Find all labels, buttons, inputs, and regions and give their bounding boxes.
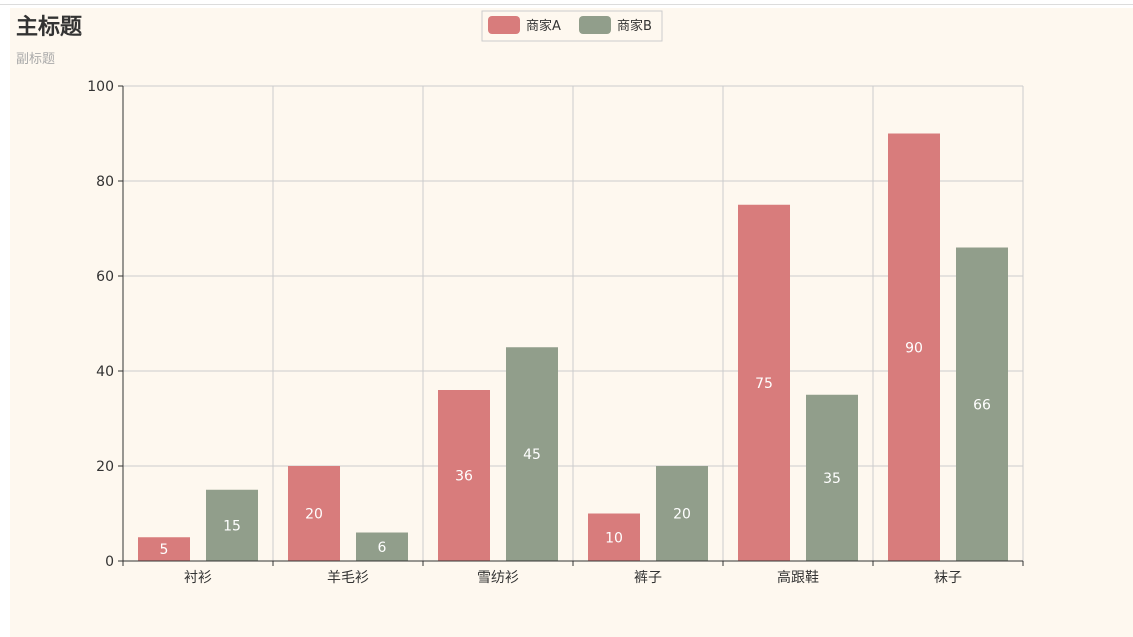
bars — [138, 133, 1008, 562]
y-tick-label: 20 — [96, 459, 114, 475]
legend-label-series-b[interactable]: 商家B — [617, 18, 652, 34]
data-label-series-a: 36 — [455, 469, 473, 485]
x-tick-label: 袜子 — [934, 570, 962, 586]
y-tick-label: 100 — [87, 79, 114, 95]
data-label-series-b: 35 — [823, 471, 841, 487]
bar-series-b[interactable] — [356, 532, 408, 562]
x-tick-label: 雪纺衫 — [477, 570, 519, 586]
data-label-series-a: 90 — [905, 340, 923, 356]
bar-series-b[interactable] — [656, 466, 708, 561]
y-tick-label: 40 — [96, 364, 114, 380]
bar-series-a[interactable] — [888, 133, 940, 562]
data-label-series-b: 45 — [523, 447, 541, 463]
bar-series-b[interactable] — [506, 347, 558, 561]
bar-series-a[interactable] — [438, 390, 490, 561]
x-tick-label: 高跟鞋 — [777, 569, 819, 586]
chart-subtitle: 副标题 — [16, 52, 55, 67]
data-labels: 5 20 36 10 75 90 15 6 45 20 35 66 — [160, 340, 991, 558]
data-label-series-b: 66 — [973, 397, 991, 413]
chart-background — [10, 8, 1133, 637]
y-tick-label: 0 — [105, 554, 114, 570]
axes: 0 20 40 60 80 100 衬衫 羊毛衫 雪纺衫 裤子 高跟鞋 袜子 — [87, 79, 1024, 586]
data-label-series-b: 15 — [223, 518, 241, 534]
chart-title: 主标题 — [16, 14, 83, 40]
bar-series-b[interactable] — [206, 489, 258, 561]
bar-series-a[interactable] — [738, 204, 790, 561]
data-label-series-b: 20 — [673, 507, 691, 523]
bar-series-a[interactable] — [288, 466, 340, 561]
x-tick-label: 衬衫 — [184, 570, 212, 586]
bar-series-b[interactable] — [806, 394, 858, 561]
x-tick-label: 裤子 — [634, 570, 662, 586]
grid-lines — [123, 85, 1024, 561]
bar-series-a[interactable] — [588, 513, 640, 562]
data-label-series-a: 75 — [755, 376, 773, 392]
y-tick-label: 60 — [96, 269, 114, 285]
legend-label-series-a[interactable]: 商家A — [526, 18, 561, 34]
legend-frame — [481, 10, 663, 42]
y-tick-label: 80 — [96, 174, 114, 190]
legend-swatch-series-a[interactable] — [488, 16, 520, 34]
x-tick-label: 羊毛衫 — [327, 570, 369, 586]
bar-series-a[interactable] — [138, 537, 190, 561]
data-label-series-b: 6 — [378, 540, 387, 556]
page-top-border — [0, 0, 1133, 5]
data-label-series-a: 10 — [605, 530, 623, 546]
data-label-series-a: 5 — [160, 542, 169, 558]
data-label-series-a: 20 — [305, 507, 323, 523]
chart-legend: 商家A 商家B — [481, 10, 663, 42]
legend-swatch-series-b[interactable] — [579, 16, 611, 34]
bar-series-b[interactable] — [956, 247, 1008, 562]
